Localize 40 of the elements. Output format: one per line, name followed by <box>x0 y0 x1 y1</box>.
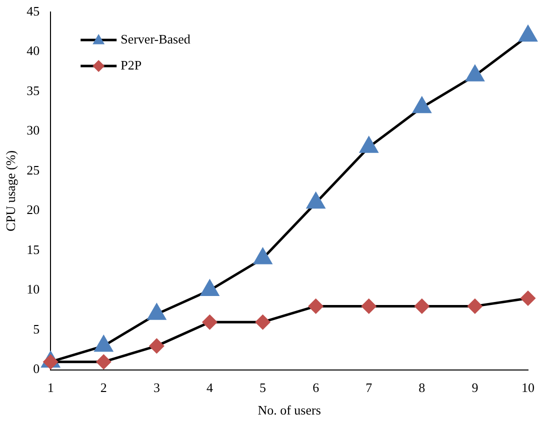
x-tick-label: 5 <box>260 380 266 396</box>
y-tick-label: 0 <box>33 361 40 376</box>
x-tick-label: 3 <box>153 380 160 396</box>
point <box>149 338 164 354</box>
x-tick-label: 9 <box>472 380 478 396</box>
point <box>412 97 431 114</box>
point <box>414 298 430 314</box>
point <box>256 314 270 330</box>
legend-label: P2P <box>120 57 142 72</box>
x-tick-label: 10 <box>522 380 534 396</box>
y-tick-label: 20 <box>26 202 40 218</box>
point <box>466 65 484 82</box>
y-tick-label: 25 <box>26 162 40 178</box>
x-tick-label: 7 <box>366 380 373 396</box>
point <box>96 354 111 370</box>
x-tick-label: 6 <box>312 380 320 396</box>
point <box>202 314 217 330</box>
y-tick-label: 5 <box>33 321 40 336</box>
x-tick-label: 1 <box>47 380 54 396</box>
point <box>468 298 482 314</box>
point <box>518 26 538 42</box>
point <box>520 290 536 306</box>
y-tick-label: 10 <box>26 282 40 297</box>
point <box>200 280 219 296</box>
legend-label: Server-Based <box>120 31 191 46</box>
point <box>254 248 272 264</box>
x-tick-label: 2 <box>100 380 107 396</box>
x-tick-label: 8 <box>418 380 426 396</box>
y-axis-title: CPU usage (%) <box>3 150 18 232</box>
x-tick-label: 4 <box>206 380 214 396</box>
point <box>306 192 325 209</box>
y-tick-label: 15 <box>26 242 40 257</box>
point <box>360 136 378 153</box>
x-axis-title: No. of users <box>258 402 321 418</box>
point <box>308 298 324 314</box>
y-tick-label: 40 <box>26 43 40 58</box>
point <box>362 298 376 314</box>
y-tick-label: 45 <box>26 3 40 18</box>
y-tick-label: 30 <box>26 122 40 138</box>
y-tick-label: 35 <box>26 82 40 98</box>
